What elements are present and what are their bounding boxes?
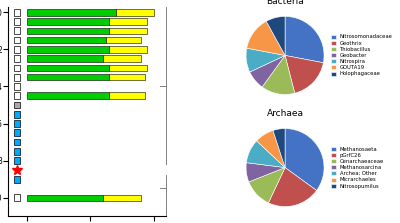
Bar <box>110 93 145 99</box>
FancyBboxPatch shape <box>14 9 20 16</box>
Wedge shape <box>250 56 285 87</box>
Wedge shape <box>246 48 285 72</box>
FancyBboxPatch shape <box>14 46 20 53</box>
Wedge shape <box>257 130 285 167</box>
Title: Archaea: Archaea <box>266 109 304 118</box>
FancyBboxPatch shape <box>14 74 20 81</box>
Bar <box>27 28 110 34</box>
Wedge shape <box>246 141 285 167</box>
Bar <box>27 37 106 43</box>
FancyBboxPatch shape <box>14 130 20 136</box>
Bar <box>116 9 154 16</box>
Title: Bacteria: Bacteria <box>266 0 304 6</box>
Bar <box>27 93 110 99</box>
Bar <box>110 18 148 25</box>
Wedge shape <box>268 167 317 206</box>
FancyBboxPatch shape <box>14 92 20 99</box>
Bar <box>110 65 148 71</box>
FancyBboxPatch shape <box>14 157 20 164</box>
FancyBboxPatch shape <box>14 83 20 90</box>
FancyBboxPatch shape <box>14 194 20 201</box>
Bar <box>110 28 148 34</box>
FancyBboxPatch shape <box>14 37 20 43</box>
Bar <box>27 9 116 16</box>
Wedge shape <box>266 17 285 56</box>
Bar <box>103 194 141 201</box>
FancyBboxPatch shape <box>14 139 20 145</box>
FancyBboxPatch shape <box>14 176 20 183</box>
FancyBboxPatch shape <box>14 111 20 118</box>
FancyBboxPatch shape <box>14 102 20 108</box>
Bar <box>27 46 110 53</box>
Bar <box>27 65 110 71</box>
Bar <box>110 46 148 53</box>
Bar <box>27 74 110 81</box>
FancyBboxPatch shape <box>14 148 20 155</box>
Wedge shape <box>285 129 324 190</box>
Legend: Methanosaeta, pGrfC26, Cenarchaeaceae, Methanosarcina, Archea; Other, Micrarchae: Methanosaeta, pGrfC26, Cenarchaeaceae, M… <box>329 145 386 191</box>
Wedge shape <box>285 17 324 63</box>
Bar <box>27 55 103 62</box>
FancyBboxPatch shape <box>14 55 20 62</box>
FancyBboxPatch shape <box>14 27 20 34</box>
Wedge shape <box>262 56 295 94</box>
Wedge shape <box>247 21 285 56</box>
FancyBboxPatch shape <box>14 65 20 71</box>
Legend: Nitrosomonadaceae, Geothrix, Thiobacillus, Geobacter, Nitrospira, GOUTA19, Holop: Nitrosomonadaceae, Geothrix, Thiobacillu… <box>329 32 395 78</box>
Wedge shape <box>249 167 285 203</box>
Bar <box>27 18 110 25</box>
Bar <box>27 194 103 201</box>
Wedge shape <box>285 56 323 93</box>
Bar <box>103 55 141 62</box>
Bar <box>106 37 141 43</box>
Wedge shape <box>273 129 285 167</box>
FancyBboxPatch shape <box>14 18 20 25</box>
Bar <box>110 74 145 81</box>
FancyBboxPatch shape <box>14 120 20 127</box>
Wedge shape <box>246 163 285 182</box>
